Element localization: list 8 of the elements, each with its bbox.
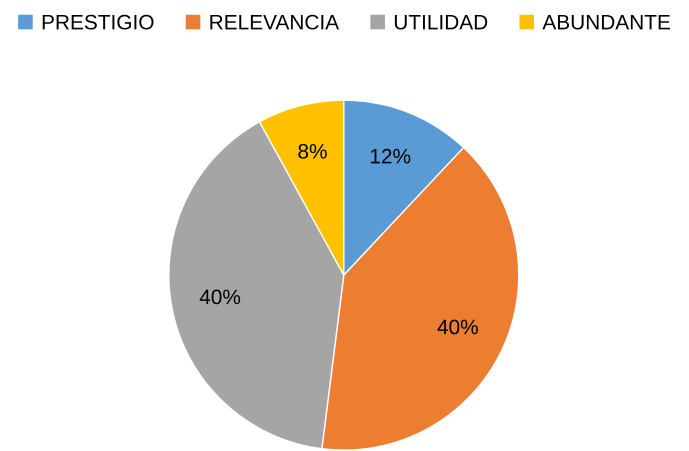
data-label: 40% <box>437 320 478 334</box>
legend-label: UTILIDAD <box>394 15 488 30</box>
data-label: 12% <box>370 148 410 164</box>
legend-label: PRESTIGIO <box>42 14 154 30</box>
legend-label: RELEVANCIA <box>210 14 340 30</box>
legend-label: ABUNDANTE <box>542 15 670 30</box>
data-label: 40% <box>200 290 240 304</box>
data-label: 8% <box>298 144 327 159</box>
